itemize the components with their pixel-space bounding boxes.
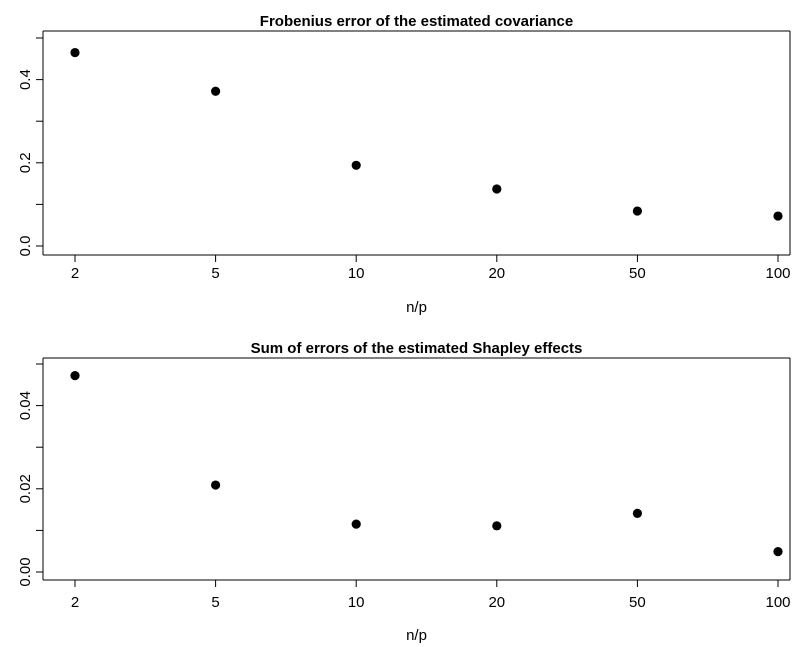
data-point bbox=[211, 86, 221, 96]
y-tick-label: 0.02 bbox=[17, 474, 34, 503]
y-tick-label: 0.4 bbox=[17, 69, 34, 90]
data-point bbox=[492, 521, 502, 531]
y-tick-label: 0.04 bbox=[17, 391, 34, 420]
data-point bbox=[773, 547, 783, 557]
x-tick-label: 50 bbox=[629, 265, 646, 282]
chart-frobenius-error: Frobenius error of the estimated covaria… bbox=[17, 13, 791, 316]
data-point bbox=[70, 371, 80, 381]
x-tick-label: 2 bbox=[71, 265, 79, 282]
data-point bbox=[351, 160, 361, 170]
x-tick-label: 10 bbox=[348, 594, 365, 611]
x-axis-label: n/p bbox=[406, 627, 427, 644]
data-point bbox=[492, 184, 502, 194]
data-point bbox=[351, 519, 361, 529]
data-point bbox=[211, 480, 221, 490]
x-tick-label: 10 bbox=[348, 265, 365, 282]
x-tick-label: 100 bbox=[765, 594, 790, 611]
x-tick-label: 2 bbox=[71, 594, 79, 611]
x-tick-label: 5 bbox=[211, 265, 219, 282]
chart-title: Frobenius error of the estimated covaria… bbox=[260, 13, 573, 30]
data-point bbox=[70, 47, 80, 58]
y-tick-label: 0.0 bbox=[17, 236, 34, 257]
y-tick-label: 0.00 bbox=[17, 557, 34, 586]
data-point bbox=[632, 508, 643, 518]
x-tick-label: 50 bbox=[629, 594, 646, 611]
data-point bbox=[632, 206, 643, 216]
x-tick-label: 20 bbox=[488, 594, 505, 611]
chart-title: Sum of errors of the estimated Shapley e… bbox=[251, 340, 583, 357]
x-tick-label: 100 bbox=[765, 265, 790, 282]
x-axis-label: n/p bbox=[406, 299, 427, 316]
x-tick-label: 20 bbox=[488, 265, 505, 282]
data-point bbox=[773, 211, 783, 221]
y-tick-label: 0.2 bbox=[17, 152, 34, 173]
x-tick-label: 5 bbox=[211, 594, 219, 611]
chart-shapley-error: Sum of errors of the estimated Shapley e… bbox=[17, 340, 791, 644]
